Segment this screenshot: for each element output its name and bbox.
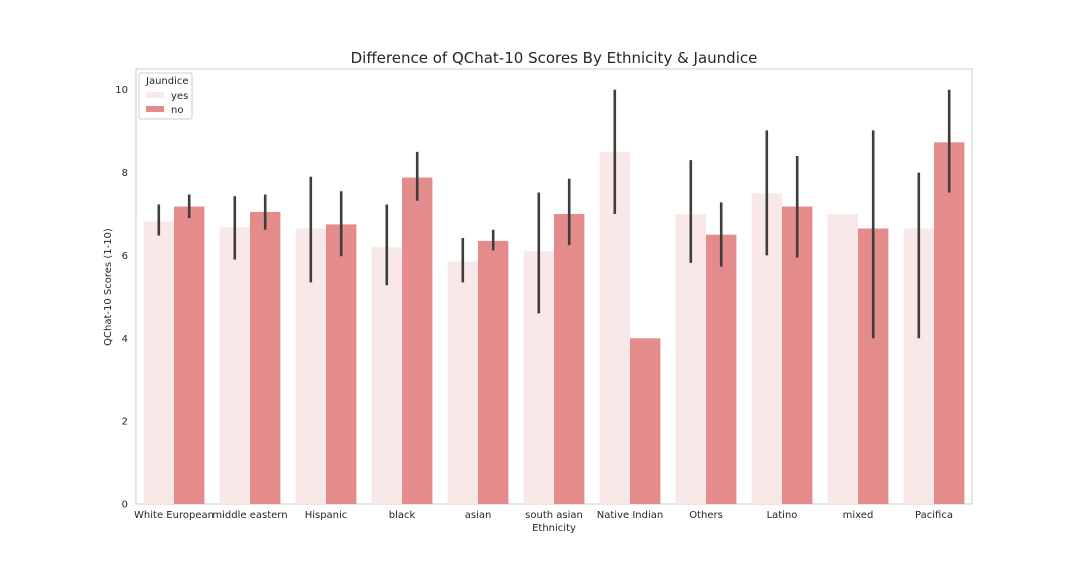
bar-no-6 [630,338,661,504]
x-tick-label: middle eastern [212,510,287,521]
x-tick-label: Native Indian [597,510,663,521]
y-axis-label: QChat-10 Scores (1-10) [103,228,114,346]
x-tick-label: White European [134,510,214,521]
bar-yes-3 [371,247,402,504]
x-tick-label: Pacifica [915,510,953,521]
x-tick-label: south asian [525,510,583,521]
bar-yes-0 [143,221,174,504]
legend: Jaundice yes no [138,72,193,120]
y-tick-label: 10 [115,85,128,96]
x-tick-label: Latino [767,510,798,521]
x-tick-label: Others [689,510,723,521]
x-tick-label: Hispanic [305,510,348,521]
y-tick-label: 2 [122,417,128,428]
bar-no-1 [250,211,281,504]
legend-swatch-yes [146,92,164,98]
chart-title: Difference of QChat-10 Scores By Ethnici… [351,49,758,67]
bar-yes-9 [827,214,858,504]
bar-no-5 [554,214,585,504]
legend-label-no: no [171,105,183,116]
bar-no-0 [174,206,205,505]
bar-yes-4 [447,261,478,504]
y-tick-label: 8 [122,168,128,179]
bar-no-10 [934,142,965,505]
legend-title: Jaundice [145,76,189,87]
y-tick-label: 4 [122,334,128,345]
x-tick-label: mixed [843,510,874,521]
y-tick-label: 6 [122,251,128,262]
x-tick-label: black [389,510,416,521]
y-tick-label: 0 [122,500,128,511]
legend-swatch-no [146,106,164,112]
bar-no-3 [402,177,433,505]
bar-no-4 [478,240,509,504]
legend-label-yes: yes [171,91,188,102]
x-tick-label: asian [465,510,492,521]
x-axis-label: Ethnicity [532,523,576,534]
bar-no-2 [326,224,357,504]
bar-yes-1 [219,227,250,504]
bar-no-7 [706,234,737,504]
